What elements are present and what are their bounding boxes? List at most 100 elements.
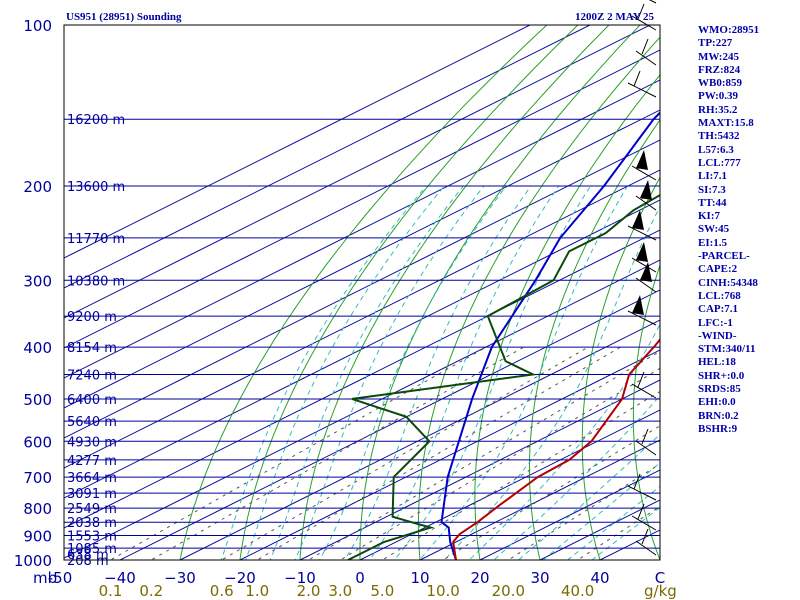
index-item: SRDS:85 [698, 383, 741, 396]
mixing-ratio-line [256, 346, 621, 560]
parcel-trace [440, 111, 660, 560]
wind-barb [635, 38, 657, 66]
wind-barb [648, 0, 657, 4]
mixing-ratio-label: 0.6 [210, 582, 234, 600]
isotherm [298, 379, 660, 560]
isotherm [64, 139, 660, 439]
temperature-tick-label: -50 [48, 569, 73, 587]
index-item: MAXT:15.8 [698, 117, 754, 130]
wind-barb [635, 528, 657, 556]
height-label: 7240 m [67, 368, 117, 383]
mixing-ratio-label: 0.2 [139, 582, 163, 600]
wind-barb [627, 295, 657, 326]
isotherm [178, 319, 660, 560]
height-label: 4930 m [67, 435, 117, 450]
temperature-tick-label: 20 [470, 569, 489, 587]
height-label: 16200 m [67, 113, 125, 128]
height-label: 3091 m [67, 487, 117, 502]
moist-adiabat [418, 185, 628, 560]
index-item: -WIND- [698, 329, 737, 342]
pressure-tick-label: 900 [23, 528, 52, 546]
mixing-ratio-line [307, 350, 660, 560]
index-item: KI:7 [698, 210, 720, 223]
moist-adiabat [443, 205, 660, 560]
index-item: WMO:28951 [698, 24, 760, 36]
mixing-ratio-line [220, 346, 589, 560]
height-label: 3664 m [67, 471, 117, 486]
height-label: 2038 m [67, 516, 117, 531]
index-item: TH:5432 [698, 130, 740, 143]
mixing-ratio-label: 1.0 [245, 582, 269, 600]
isotherm [64, 229, 660, 529]
index-item: CINH:54348 [698, 276, 758, 289]
moist-adiabat [591, 506, 660, 560]
dry-adiabat [632, 263, 660, 560]
dry-adiabat [528, 119, 660, 560]
index-item: STM:340/11 [698, 343, 756, 356]
index-item: RH:35.2 [698, 103, 738, 116]
wind-barb [635, 180, 657, 211]
moist-adiabat [294, 185, 485, 560]
mixing-ratio-label: 40.0 [561, 582, 594, 600]
moist-adiabat [344, 185, 532, 560]
temperature-tick-label: −10 [284, 569, 316, 587]
mixing-ratio-line [109, 346, 487, 560]
mixing-ratio-label: 5.0 [370, 582, 394, 600]
isotherm [64, 25, 532, 259]
wind-barb [631, 371, 657, 399]
pressure-tick-label: 300 [23, 272, 52, 290]
moist-adiabat [468, 323, 660, 560]
index-item: PW:0.39 [698, 90, 739, 103]
moist-adiabat [393, 185, 591, 560]
sounding-profiles [347, 111, 660, 560]
isotherm [64, 109, 660, 409]
height-label: 4277 m [67, 454, 117, 469]
isotherm [478, 469, 660, 560]
pressure-tick-label: 100 [23, 17, 52, 35]
index-item: SI:7.3 [698, 183, 726, 196]
mixing-ratio-unit: g/kg [644, 582, 677, 600]
index-item: LCL:777 [698, 156, 741, 169]
moist-adiabat [517, 433, 660, 560]
height-label: 1553 m [67, 530, 117, 545]
height-label: 8154 m [67, 341, 117, 356]
index-item: LCL:768 [698, 289, 741, 302]
index-item: SHR+:0.0 [698, 369, 745, 382]
temperature-tick-label: 40 [590, 569, 609, 587]
pressure-tick-label: 700 [23, 469, 52, 487]
temperature-tick-label: −30 [164, 569, 196, 587]
height-label: 11770 m [67, 232, 125, 247]
temperature-tick-label: C [655, 569, 665, 587]
wind-barbs [627, 0, 657, 556]
mixing-ratio-label: 0.1 [99, 582, 123, 600]
pressure-tick-label: 1000 [14, 552, 52, 570]
wind-barb [627, 70, 657, 98]
pressure-unit-label: mb [33, 569, 57, 587]
index-item: EI:1.5 [698, 236, 728, 249]
height-label: 1085 m [67, 542, 117, 557]
moist-adiabat [319, 185, 507, 560]
mixing-ratio-line [381, 390, 660, 560]
pressure-tick-label: 400 [23, 339, 52, 357]
isotherm [64, 25, 592, 289]
index-item: TT:44 [698, 196, 727, 209]
dewpoint-profile [347, 194, 660, 560]
temperature-tick-label: 0 [355, 569, 365, 587]
isotherm [64, 199, 660, 499]
mixing-ratio-line [339, 367, 660, 560]
moist-adiabat [368, 185, 560, 560]
index-item: -PARCEL- [698, 250, 750, 263]
moist-adiabat [493, 394, 660, 560]
wind-barb [631, 503, 657, 531]
temperature-profile [452, 338, 660, 560]
index-item: TP:227 [698, 37, 733, 50]
mixing-ratio-line [150, 346, 525, 560]
moist-adiabat [245, 185, 445, 560]
height-label: 5640 m [67, 415, 117, 430]
plot-frame [63, 24, 661, 561]
mixing-ratio-line [442, 425, 660, 560]
wind-barb [635, 428, 657, 456]
height-label: 638 m [67, 548, 109, 563]
index-item: WB0:859 [698, 77, 742, 90]
